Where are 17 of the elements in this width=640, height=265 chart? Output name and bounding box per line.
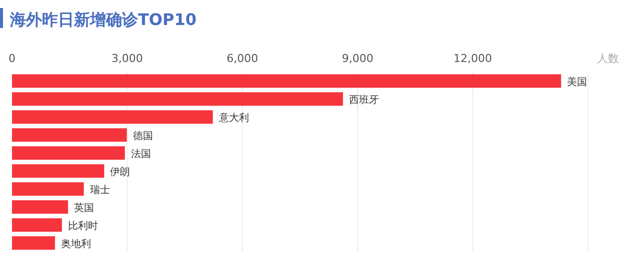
category: 瑞士 (90, 185, 110, 196)
category: 德国 (132, 131, 153, 142)
category: 西班牙 (349, 95, 379, 106)
xtick: 6,000 (226, 52, 258, 65)
category: 意大利 (218, 113, 249, 124)
xlabel: 人数 (597, 52, 619, 65)
category: 美国 (567, 77, 588, 88)
xtick: 0 (8, 52, 16, 65)
xtick: 9,000 (342, 52, 374, 65)
category: 英国 (74, 203, 94, 214)
category: 比利时 (68, 221, 98, 232)
category: 伊朗 (110, 167, 130, 178)
category: 奥地利 (61, 239, 91, 250)
xtick: 3,000 (111, 52, 143, 65)
category: 法国 (130, 149, 151, 160)
xtick: 12,000 (454, 52, 492, 65)
title: 海外昨日新增确诊TOP10 (10, 10, 197, 29)
